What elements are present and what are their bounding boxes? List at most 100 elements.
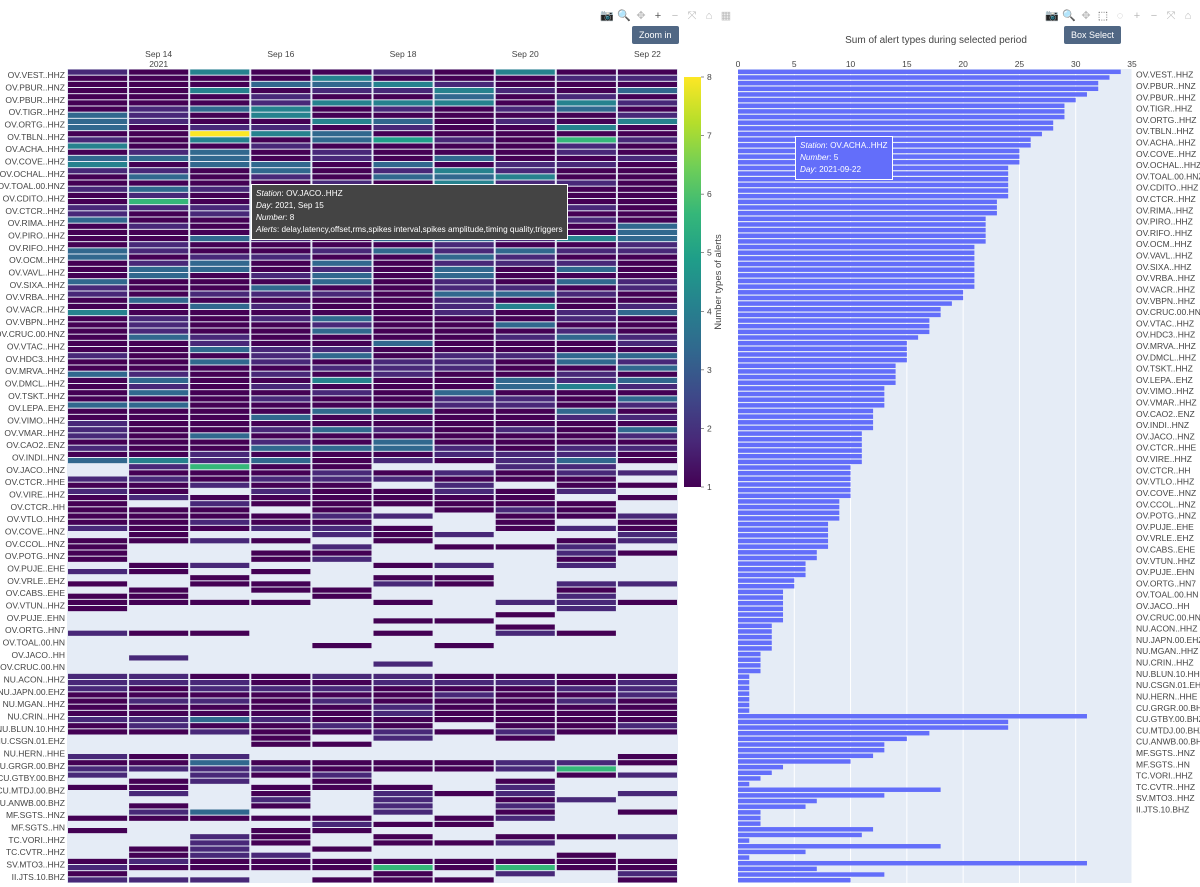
heatmap-cell[interactable] (190, 599, 250, 605)
heatmap-cell[interactable] (495, 624, 555, 630)
heatmap-cell[interactable] (190, 433, 250, 439)
heatmap-cell[interactable] (434, 248, 494, 254)
heatmap-cell[interactable] (617, 377, 677, 383)
heatmap-plot[interactable]: OV.VEST..HHZ OV.PBUR..HNZ OV.PBUR..HHZ OV.T… (0, 49, 678, 883)
heatmap-cell[interactable] (251, 772, 311, 778)
heatmap-cell[interactable] (190, 365, 250, 371)
heatmap-cell[interactable] (129, 408, 189, 414)
heatmap-cell[interactable] (373, 242, 433, 248)
heatmap-cell[interactable] (129, 692, 189, 698)
heatmap-cell[interactable] (68, 347, 128, 353)
heatmap-cell[interactable] (373, 106, 433, 112)
heatmap-cell[interactable] (617, 94, 677, 100)
bar[interactable] (738, 499, 840, 504)
heatmap-cell[interactable] (312, 778, 372, 784)
heatmap-cell[interactable] (68, 266, 128, 272)
heatmap-cell[interactable] (373, 495, 433, 501)
heatmap-cell[interactable] (373, 180, 433, 186)
heatmap-cell[interactable] (190, 328, 250, 334)
heatmap-cell[interactable] (129, 421, 189, 427)
heatmap-cell[interactable] (68, 377, 128, 383)
heatmap-cell[interactable] (617, 581, 677, 587)
heatmap-cell[interactable] (68, 556, 128, 562)
heatmap-cell[interactable] (373, 803, 433, 809)
heatmap-cell[interactable] (434, 303, 494, 309)
autoscale-icon[interactable]: ⤧ (1166, 9, 1176, 22)
heatmap-cell[interactable] (556, 254, 616, 260)
heatmap-cell[interactable] (495, 760, 555, 766)
heatmap-cell[interactable] (617, 760, 677, 766)
heatmap-cell[interactable] (68, 871, 128, 877)
heatmap-cell[interactable] (617, 174, 677, 180)
heatmap-cell[interactable] (556, 316, 616, 322)
heatmap-cell[interactable] (68, 310, 128, 316)
heatmap-cell[interactable] (434, 334, 494, 340)
heatmap-cell[interactable] (129, 310, 189, 316)
bar[interactable] (738, 527, 829, 532)
heatmap-cell[interactable] (68, 353, 128, 359)
heatmap-cell[interactable] (129, 414, 189, 420)
heatmap-cell[interactable] (129, 630, 189, 636)
heatmap-cell[interactable] (251, 815, 311, 821)
heatmap-cell[interactable] (190, 285, 250, 291)
heatmap-cell[interactable] (495, 495, 555, 501)
heatmap-cell[interactable] (556, 723, 616, 729)
heatmap-cell[interactable] (190, 778, 250, 784)
heatmap-cell[interactable] (373, 254, 433, 260)
bar[interactable] (738, 623, 772, 629)
heatmap-cell[interactable] (129, 149, 189, 155)
heatmap-cell[interactable] (129, 242, 189, 248)
heatmap-cell[interactable] (373, 94, 433, 100)
heatmap-cell[interactable] (617, 186, 677, 192)
heatmap-cell[interactable] (373, 303, 433, 309)
heatmap-cell[interactable] (434, 760, 494, 766)
heatmap-cell[interactable] (68, 686, 128, 692)
heatmap-cell[interactable] (373, 680, 433, 686)
heatmap-cell[interactable] (251, 396, 311, 402)
heatmap-cell[interactable] (68, 495, 128, 501)
bar[interactable] (738, 425, 874, 431)
heatmap-cell[interactable] (68, 760, 128, 766)
bar[interactable] (738, 815, 761, 821)
heatmap-cell[interactable] (129, 717, 189, 723)
heatmap-cell[interactable] (312, 297, 372, 303)
bar[interactable] (738, 470, 851, 476)
heatmap-cell[interactable] (190, 106, 250, 112)
heatmap-cell[interactable] (190, 211, 250, 217)
heatmap-cell[interactable] (68, 285, 128, 291)
heatmap-cell[interactable] (556, 606, 616, 612)
heatmap-cell[interactable] (190, 865, 250, 871)
heatmap-cell[interactable] (68, 488, 128, 494)
bar[interactable] (738, 386, 885, 391)
heatmap-cell[interactable] (434, 75, 494, 81)
heatmap-cell[interactable] (373, 618, 433, 624)
bar[interactable] (738, 764, 784, 770)
bar[interactable] (738, 770, 772, 775)
heatmap-cell[interactable] (617, 279, 677, 285)
heatmap-cell[interactable] (68, 365, 128, 371)
heatmap-cell[interactable] (129, 199, 189, 205)
heatmap-cell[interactable] (251, 137, 311, 143)
heatmap-cell[interactable] (312, 501, 372, 507)
heatmap-cell[interactable] (434, 532, 494, 538)
heatmap-cell[interactable] (434, 88, 494, 94)
heatmap-cell[interactable] (556, 408, 616, 414)
heatmap-cell[interactable] (495, 686, 555, 692)
heatmap-cell[interactable] (129, 365, 189, 371)
bar[interactable] (738, 702, 750, 708)
heatmap-cell[interactable] (617, 211, 677, 217)
heatmap-cell[interactable] (129, 754, 189, 760)
heatmap-cell[interactable] (129, 377, 189, 383)
heatmap-cell[interactable] (251, 266, 311, 272)
heatmap-cell[interactable] (495, 840, 555, 846)
bar[interactable] (738, 120, 1054, 125)
heatmap-cell[interactable] (434, 729, 494, 735)
heatmap-cell[interactable] (251, 162, 311, 168)
heatmap-cell[interactable] (190, 186, 250, 192)
heatmap-cell[interactable] (68, 334, 128, 340)
heatmap-cell[interactable] (251, 704, 311, 710)
bar[interactable] (738, 668, 761, 674)
heatmap-cell[interactable] (617, 322, 677, 328)
heatmap-cell[interactable] (312, 525, 372, 531)
heatmap-cell[interactable] (312, 458, 372, 464)
